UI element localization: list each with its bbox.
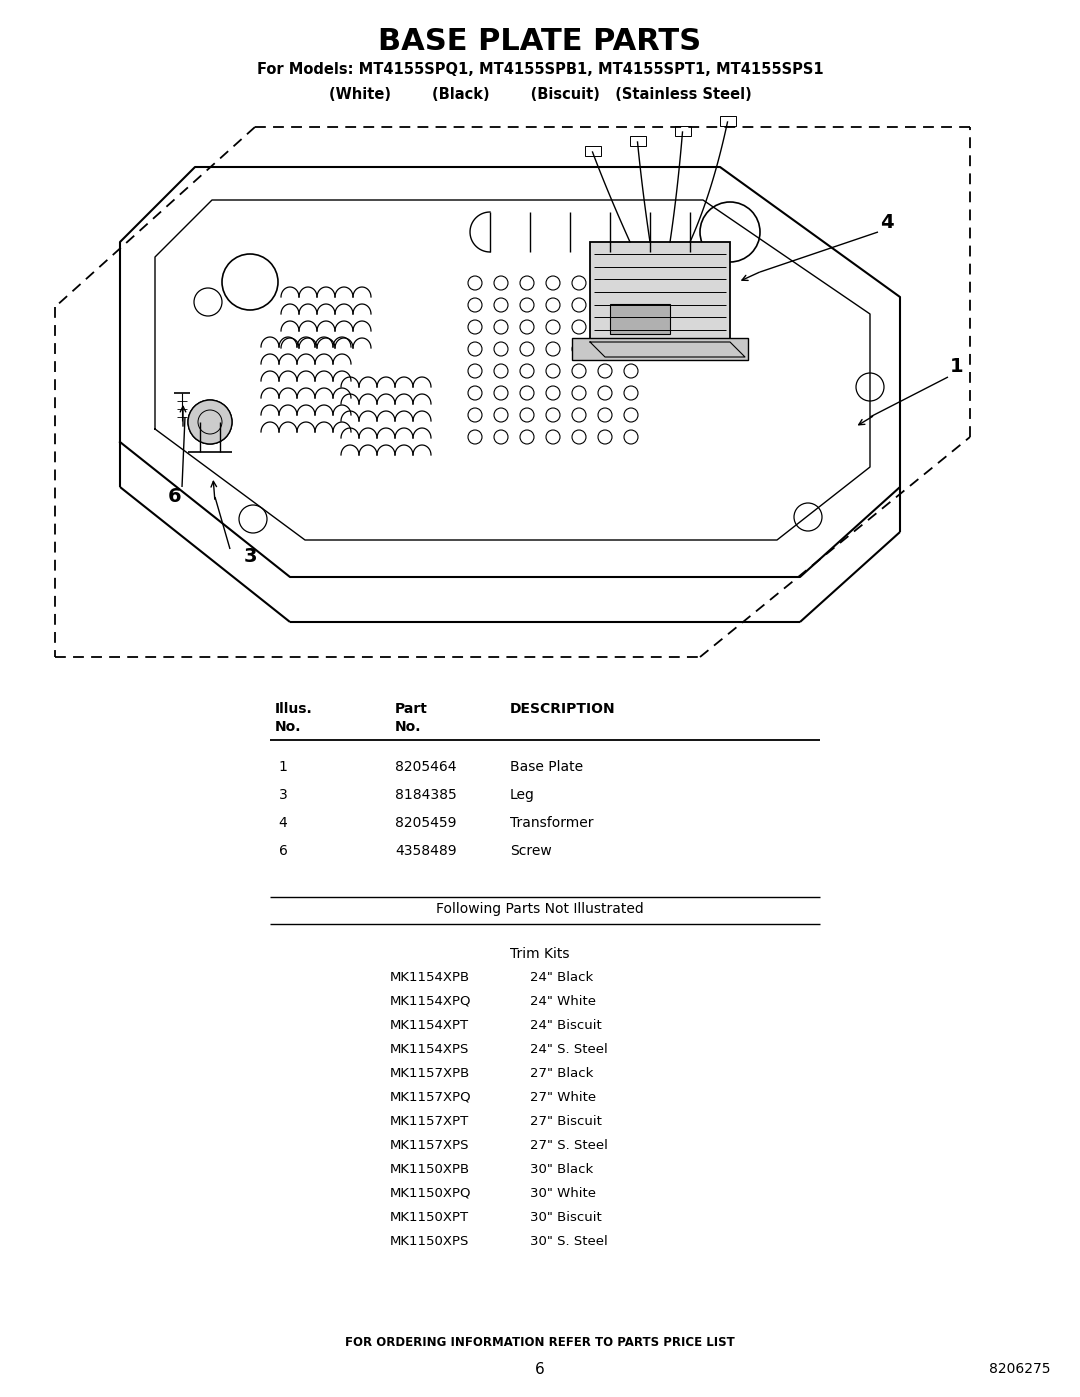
Text: Leg: Leg (510, 788, 535, 802)
Text: No.: No. (395, 719, 421, 733)
Text: Illus.: Illus. (275, 703, 313, 717)
Text: 27" Black: 27" Black (530, 1067, 593, 1080)
Text: 30" White: 30" White (530, 1187, 596, 1200)
Text: 4: 4 (880, 212, 893, 232)
Text: MK1154XPT: MK1154XPT (390, 1018, 469, 1032)
Text: 24" White: 24" White (530, 995, 596, 1009)
Text: MK1157XPT: MK1157XPT (390, 1115, 469, 1127)
Bar (675, 126, 690, 136)
Text: 6: 6 (279, 844, 287, 858)
Text: 27" S. Steel: 27" S. Steel (530, 1139, 608, 1153)
Text: (White)        (Black)        (Biscuit)   (Stainless Steel): (White) (Black) (Biscuit) (Stainless Ste… (328, 87, 752, 102)
Circle shape (188, 400, 232, 444)
Text: No.: No. (275, 719, 301, 733)
Text: 24" S. Steel: 24" S. Steel (530, 1044, 608, 1056)
Text: MK1157XPS: MK1157XPS (390, 1139, 470, 1153)
Text: 30" S. Steel: 30" S. Steel (530, 1235, 608, 1248)
Text: BASE PLATE PARTS: BASE PLATE PARTS (378, 27, 702, 56)
Text: FOR ORDERING INFORMATION REFER TO PARTS PRICE LIST: FOR ORDERING INFORMATION REFER TO PARTS … (346, 1336, 734, 1348)
Text: 3: 3 (279, 788, 287, 802)
Text: MK1154XPB: MK1154XPB (390, 971, 470, 983)
Text: Part: Part (395, 703, 428, 717)
Text: Screw: Screw (510, 844, 552, 858)
Text: 8205459: 8205459 (395, 816, 457, 830)
Text: 8205464: 8205464 (395, 760, 457, 774)
Text: 4: 4 (279, 816, 287, 830)
Text: Transformer: Transformer (510, 816, 594, 830)
Text: 24" Biscuit: 24" Biscuit (530, 1018, 602, 1032)
Text: 1: 1 (950, 358, 963, 377)
Text: 24" Black: 24" Black (530, 971, 593, 983)
Text: 1: 1 (279, 760, 287, 774)
Text: Trim Kits: Trim Kits (510, 947, 570, 961)
Bar (719, 116, 735, 126)
Text: MK1154XPQ: MK1154XPQ (390, 995, 472, 1009)
Text: MK1150XPB: MK1150XPB (390, 1162, 470, 1176)
Text: MK1150XPQ: MK1150XPQ (390, 1187, 472, 1200)
Bar (584, 147, 600, 156)
Text: 6: 6 (535, 1362, 545, 1376)
Text: Following Parts Not Illustrated: Following Parts Not Illustrated (436, 902, 644, 916)
Text: MK1154XPS: MK1154XPS (390, 1044, 470, 1056)
Text: MK1157XPQ: MK1157XPQ (390, 1091, 472, 1104)
Text: MK1150XPT: MK1150XPT (390, 1211, 469, 1224)
Text: 8184385: 8184385 (395, 788, 457, 802)
Bar (572, 338, 748, 360)
Text: 30" Biscuit: 30" Biscuit (530, 1211, 602, 1224)
Text: 27" Biscuit: 27" Biscuit (530, 1115, 602, 1127)
Text: 30" Black: 30" Black (530, 1162, 593, 1176)
Text: For Models: MT4155SPQ1, MT4155SPB1, MT4155SPT1, MT4155SPS1: For Models: MT4155SPQ1, MT4155SPB1, MT41… (257, 61, 823, 77)
Bar (610, 305, 670, 334)
Text: 27" White: 27" White (530, 1091, 596, 1104)
Text: Base Plate: Base Plate (510, 760, 583, 774)
Text: DESCRIPTION: DESCRIPTION (510, 703, 616, 717)
Text: MK1150XPS: MK1150XPS (390, 1235, 470, 1248)
Text: 6: 6 (168, 488, 181, 507)
Text: 3: 3 (243, 548, 257, 567)
Bar (590, 242, 730, 342)
Text: 4358489: 4358489 (395, 844, 457, 858)
Text: 8206275: 8206275 (988, 1362, 1050, 1376)
Text: MK1157XPB: MK1157XPB (390, 1067, 470, 1080)
Bar (630, 136, 646, 147)
